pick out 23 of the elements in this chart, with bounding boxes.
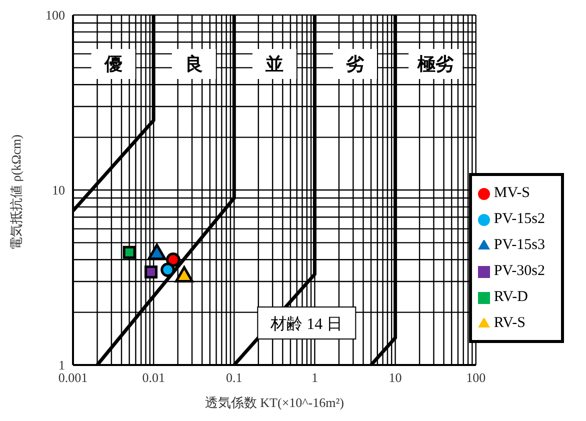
annotation: 劣 <box>345 54 365 74</box>
annotation: 材齢 14 日 <box>270 315 343 333</box>
y-axis-title: 電気抵抗値 ρ(kΩcm) <box>8 134 24 250</box>
annotation: 極劣 <box>416 54 455 74</box>
y-tick-label: 10 <box>52 182 65 198</box>
legend-label: PV-15s3 <box>494 237 545 253</box>
annotation: 並 <box>264 54 284 74</box>
legend-label: PV-15s2 <box>494 211 545 227</box>
legend-label: MV-S <box>494 185 530 201</box>
annotation: 優 <box>103 54 122 74</box>
x-tick-label: 1 <box>311 370 318 386</box>
x-axis-title: 透気係数 KT(×10^-16m²) <box>204 395 344 410</box>
y-tick-label: 1 <box>58 358 65 373</box>
annotation: 良 <box>184 54 203 74</box>
y-tick-label: 100 <box>46 8 65 23</box>
x-tick-label: 10 <box>388 370 402 386</box>
x-tick-label: 0.1 <box>226 370 242 386</box>
x-tick-label: 0.001 <box>58 370 88 386</box>
legend-label: PV-30s2 <box>494 263 545 279</box>
legend-label: RV-D <box>494 289 528 305</box>
x-tick-label: 100 <box>466 370 486 386</box>
x-tick-label: 0.01 <box>142 370 165 386</box>
legend-label: RV-S <box>494 315 526 331</box>
